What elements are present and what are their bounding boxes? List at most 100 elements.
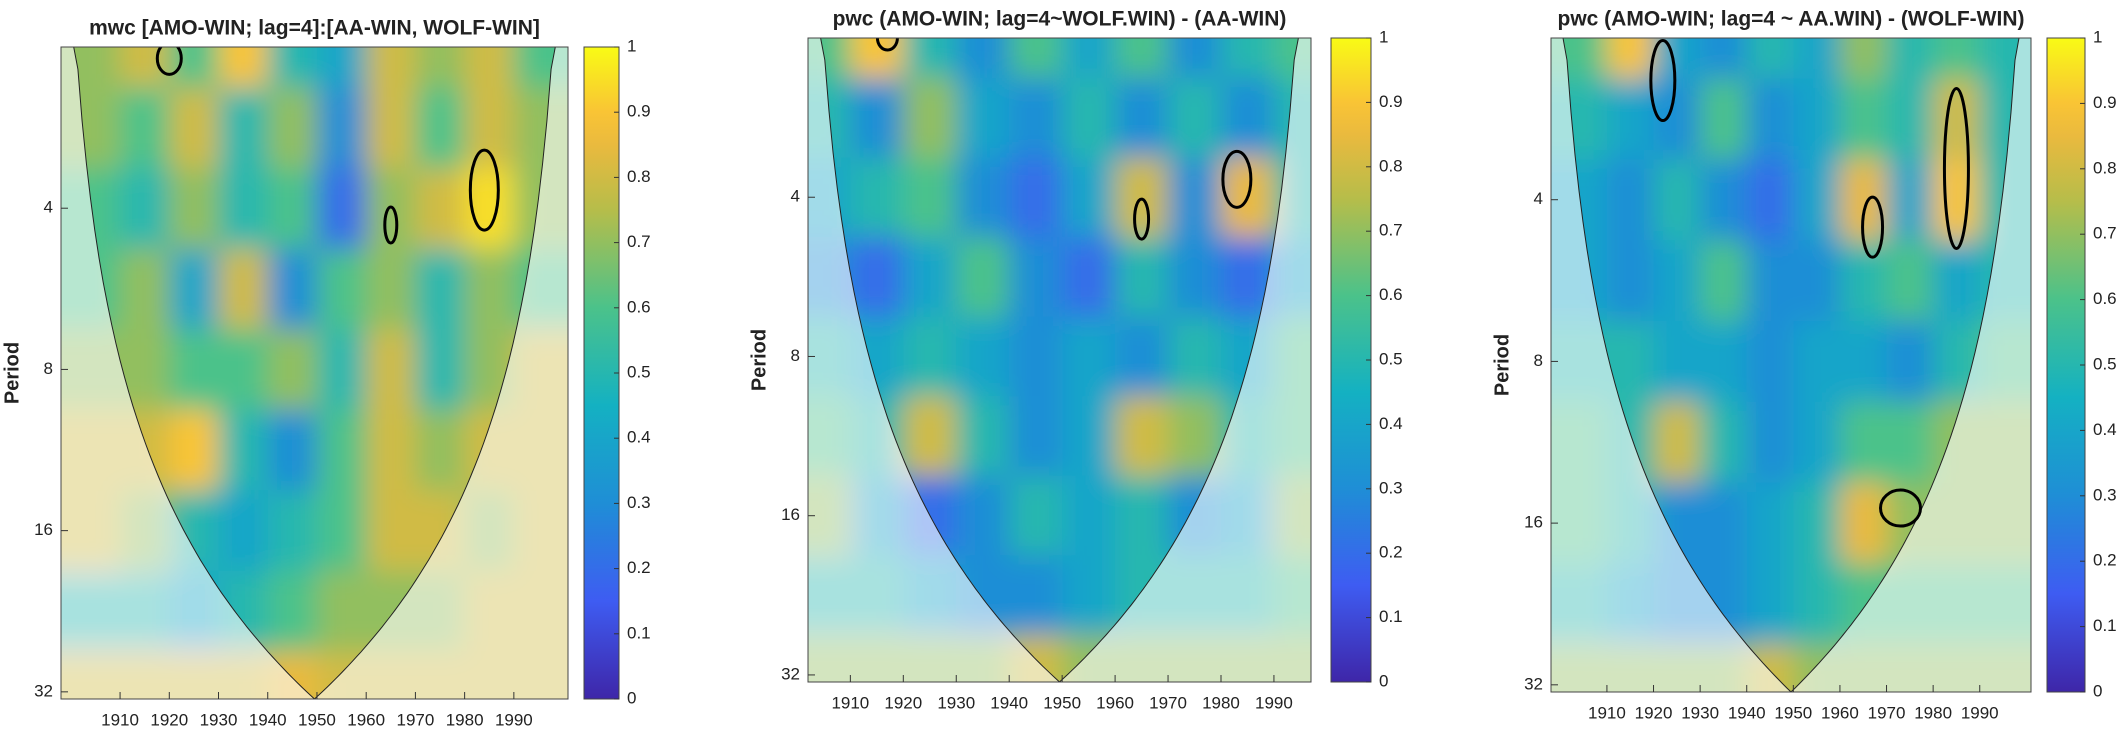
- cell: [1793, 78, 1841, 161]
- cell: [415, 248, 466, 331]
- cell: [1168, 237, 1222, 318]
- colorbar: [2046, 37, 2086, 693]
- x-tick-label: 1910: [831, 693, 869, 712]
- x-tick-label: 1910: [101, 710, 139, 729]
- x-tick-label: 1930: [200, 710, 238, 729]
- cell: [1009, 157, 1064, 239]
- cell: [267, 409, 318, 492]
- cell: [1062, 77, 1117, 159]
- cell: [267, 47, 318, 89]
- y-axis-label: Period: [1491, 334, 1513, 396]
- cell: [1009, 475, 1064, 557]
- cell: [1839, 240, 1888, 323]
- cell: [169, 409, 220, 492]
- cell: [1168, 316, 1222, 398]
- cell: [415, 329, 466, 411]
- panel-title: pwc (AMO-WIN; lag=4 ~ AA.WIN) - (WOLF-WI…: [1558, 8, 2025, 31]
- cell: [1700, 240, 1748, 323]
- cell: [218, 47, 269, 89]
- cell: [1839, 401, 1888, 484]
- cell: [415, 87, 466, 169]
- cell: [1062, 316, 1117, 398]
- cell: [1746, 482, 1795, 565]
- colorbar-tick-label: 0.3: [2093, 485, 2117, 504]
- cell: [366, 47, 417, 89]
- cell: [120, 47, 171, 89]
- x-tick-label: 1970: [1149, 693, 1187, 712]
- plot-frame: [60, 46, 569, 700]
- cell: [1700, 401, 1748, 484]
- cell: [1168, 38, 1222, 79]
- x-tick-label: 1940: [990, 693, 1028, 712]
- significance-contour: [1649, 39, 1677, 123]
- cell: [120, 87, 171, 169]
- y-tick-label: 16: [34, 520, 53, 539]
- cell: [956, 38, 1011, 79]
- cell: [218, 167, 269, 250]
- colorbar-tick-label: 0.6: [2093, 289, 2117, 308]
- x-tick-label: 1930: [937, 693, 975, 712]
- colorbar-tick-label: 0.1: [1379, 607, 1403, 626]
- cell: [1009, 77, 1064, 159]
- y-tick-label: 4: [791, 187, 800, 206]
- x-tick-label: 1940: [1728, 703, 1766, 722]
- cell: [218, 409, 269, 492]
- cell: [956, 475, 1011, 557]
- cell: [169, 87, 220, 169]
- cell: [956, 396, 1011, 477]
- cell: [1606, 78, 1655, 161]
- cell: [1115, 316, 1170, 398]
- cell: [1700, 159, 1748, 242]
- cell: [903, 316, 958, 398]
- cell: [120, 167, 171, 250]
- colorbar-tick-label: 0.2: [627, 558, 651, 577]
- cell: [120, 248, 171, 331]
- cell: [267, 167, 318, 250]
- cell: [267, 490, 318, 572]
- cell: [169, 248, 220, 331]
- cell: [415, 409, 466, 492]
- cell: [218, 490, 269, 572]
- cell: [850, 157, 905, 239]
- colorbar-tick-label: 0.7: [1379, 221, 1403, 240]
- cell: [1793, 159, 1841, 242]
- x-tick-label: 1980: [1914, 703, 1952, 722]
- cell: [903, 157, 958, 239]
- cell: [1606, 159, 1655, 242]
- cell: [1115, 396, 1170, 477]
- colorbar-tick-label: 0.4: [2093, 420, 2117, 439]
- y-tick-label: 16: [781, 505, 800, 524]
- coi-shade: [808, 38, 1311, 682]
- cell: [1933, 38, 1981, 80]
- colorbar-tick-label: 0.4: [1379, 414, 1403, 433]
- cell: [850, 237, 905, 318]
- cell: [169, 167, 220, 250]
- cell: [903, 237, 958, 318]
- colorbar-tick-label: 0.9: [1379, 92, 1403, 111]
- panel-title: mwc [AMO-WIN; lag=4]:[AA-WIN, WOLF-WIN]: [89, 17, 540, 40]
- colorbar-tick-label: 0.3: [1379, 478, 1403, 497]
- significance-contour: [1879, 488, 1923, 528]
- cell: [415, 167, 466, 250]
- cell: [1220, 77, 1275, 159]
- cell: [1115, 77, 1170, 159]
- plot-frame: [807, 37, 1312, 683]
- cell: [316, 329, 368, 411]
- field: [61, 47, 568, 699]
- colorbar-tick-label: 0: [2093, 681, 2102, 700]
- colorbar-tick-label: 0.2: [1379, 543, 1403, 562]
- cell: [316, 490, 368, 572]
- y-tick-label: 8: [44, 359, 53, 378]
- x-tick-label: 1920: [150, 710, 188, 729]
- cell: [1933, 159, 1981, 242]
- cell: [1933, 240, 1981, 323]
- cell: [1062, 237, 1117, 318]
- x-tick-label: 1960: [1821, 703, 1859, 722]
- colorbar-tick-label: 0.8: [2093, 158, 2117, 177]
- cell: [1009, 237, 1064, 318]
- cell: [1653, 321, 1702, 403]
- cell: [1793, 482, 1841, 565]
- cell: [1746, 78, 1795, 161]
- cell: [1168, 396, 1222, 477]
